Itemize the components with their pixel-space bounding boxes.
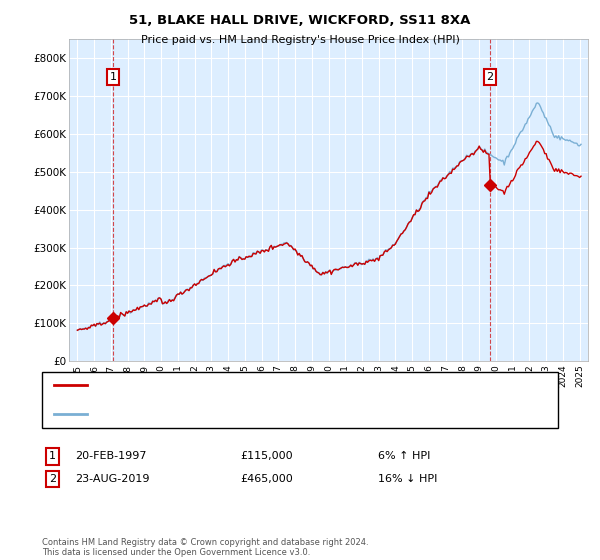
Text: 16% ↓ HPI: 16% ↓ HPI — [378, 474, 437, 484]
Text: £465,000: £465,000 — [240, 474, 293, 484]
Text: Contains HM Land Registry data © Crown copyright and database right 2024.
This d: Contains HM Land Registry data © Crown c… — [42, 538, 368, 557]
Text: £115,000: £115,000 — [240, 451, 293, 461]
Text: Price paid vs. HM Land Registry's House Price Index (HPI): Price paid vs. HM Land Registry's House … — [140, 35, 460, 45]
Text: 20-FEB-1997: 20-FEB-1997 — [75, 451, 146, 461]
Text: 6% ↑ HPI: 6% ↑ HPI — [378, 451, 430, 461]
Text: 2: 2 — [487, 72, 493, 82]
Text: 51, BLAKE HALL DRIVE, WICKFORD, SS11 8XA (detached house): 51, BLAKE HALL DRIVE, WICKFORD, SS11 8XA… — [93, 380, 427, 390]
Text: 51, BLAKE HALL DRIVE, WICKFORD, SS11 8XA: 51, BLAKE HALL DRIVE, WICKFORD, SS11 8XA — [130, 14, 470, 27]
Text: 1: 1 — [110, 72, 116, 82]
Text: 2: 2 — [49, 474, 56, 484]
Text: 1: 1 — [49, 451, 56, 461]
Text: 23-AUG-2019: 23-AUG-2019 — [75, 474, 149, 484]
Text: HPI: Average price, detached house, Basildon: HPI: Average price, detached house, Basi… — [93, 409, 331, 419]
